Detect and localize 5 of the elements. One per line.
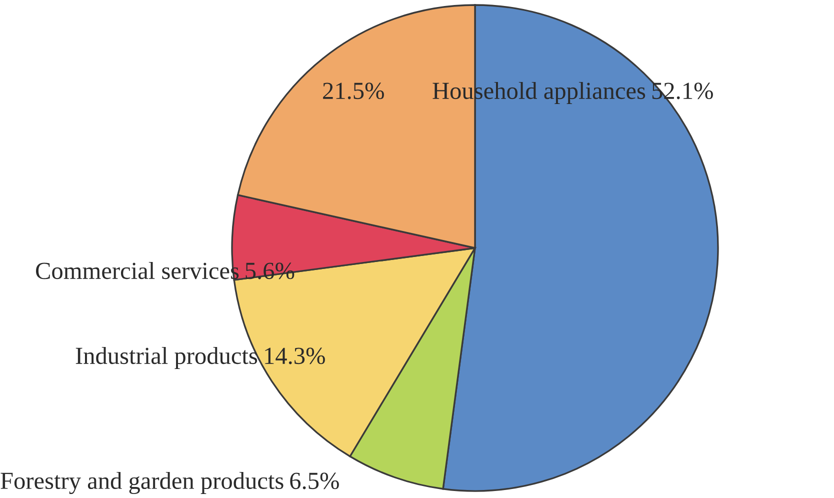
- slice-label: Forestry and garden products: [0, 472, 284, 494]
- data-label: 14.3%: [265, 348, 325, 364]
- data-label: 21.5%: [323, 82, 384, 100]
- data-label: 6.5%: [290, 472, 339, 490]
- slice-label: Industrial products: [76, 346, 258, 370]
